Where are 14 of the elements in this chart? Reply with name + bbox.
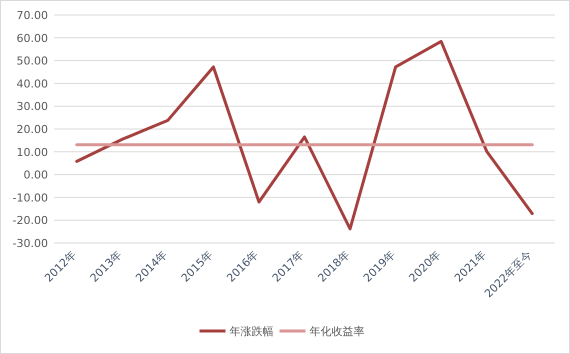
legend-label: 年涨跌幅 bbox=[230, 325, 274, 338]
y-tick-label: -10.00 bbox=[12, 191, 48, 204]
y-tick-label: 30.00 bbox=[16, 100, 48, 114]
y-tick-label: -20.00 bbox=[12, 214, 48, 228]
y-tick-label: 10.00 bbox=[16, 146, 48, 159]
y-tick-label: -30.00 bbox=[12, 237, 48, 250]
line-series bbox=[75, 40, 534, 230]
y-tick-label: 0.00 bbox=[24, 168, 48, 182]
y-tick-label: 50.00 bbox=[16, 54, 48, 68]
y-tick-label: 70.00 bbox=[16, 9, 48, 22]
legend-label: 年化收益率 bbox=[310, 325, 364, 338]
y-tick-label: 20.00 bbox=[16, 123, 48, 136]
y-tick-label: 60.00 bbox=[16, 32, 48, 45]
y-tick-label: 40.00 bbox=[16, 77, 48, 90]
